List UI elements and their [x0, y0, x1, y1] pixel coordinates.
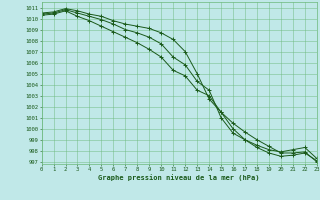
X-axis label: Graphe pression niveau de la mer (hPa): Graphe pression niveau de la mer (hPa): [99, 174, 260, 181]
